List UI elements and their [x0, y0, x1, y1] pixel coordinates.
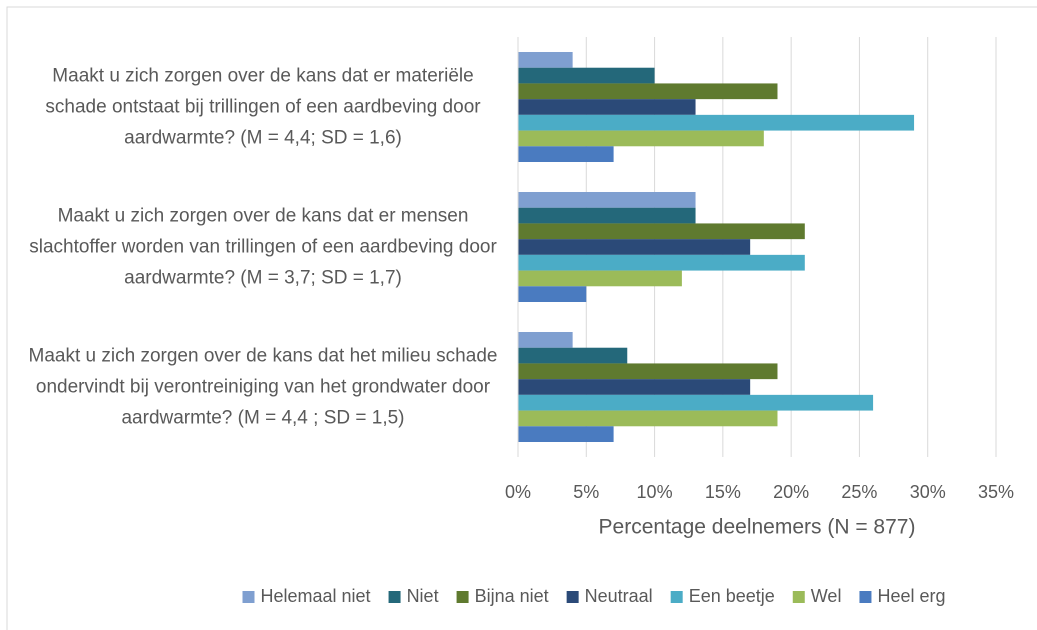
bar	[518, 192, 696, 208]
bar	[518, 332, 573, 348]
y-tick-label: Maakt u zich zorgen over de kans dat er …	[29, 205, 497, 289]
bar	[518, 363, 778, 380]
legend-label: Een beetje	[689, 586, 775, 606]
bar	[518, 347, 628, 364]
bar	[518, 223, 805, 240]
y-tick-label: Maakt u zich zorgen over de kans dat er …	[45, 65, 481, 149]
x-tick-label: 30%	[910, 482, 946, 502]
legend-swatch	[388, 591, 401, 603]
bar	[518, 114, 915, 131]
bar	[518, 67, 655, 84]
x-tick-label: 15%	[705, 482, 741, 502]
legend-swatch	[566, 591, 579, 603]
bar	[518, 394, 874, 411]
bar	[518, 270, 682, 287]
x-tick-label: 0%	[505, 482, 531, 502]
bar	[518, 130, 764, 147]
bar	[518, 207, 696, 224]
legend-label: Bijna niet	[475, 586, 549, 606]
chart-border	[6, 6, 1037, 630]
bar	[518, 146, 614, 162]
legend-label: Helemaal niet	[261, 586, 371, 606]
x-tick-label: 20%	[773, 482, 809, 502]
bar	[518, 99, 696, 115]
x-tick-label: 10%	[637, 482, 673, 502]
bar	[518, 254, 805, 271]
bar	[518, 426, 614, 442]
legend-swatch	[792, 591, 805, 603]
legend-swatch	[859, 591, 872, 603]
bar	[518, 286, 587, 302]
x-tick-label: 25%	[841, 482, 877, 502]
bar	[518, 239, 751, 255]
x-tick-label: 5%	[573, 482, 599, 502]
legend-swatch	[670, 591, 683, 603]
legend-swatch	[242, 591, 255, 603]
bar	[518, 379, 751, 395]
bar	[518, 52, 573, 68]
legend-label: Heel erg	[877, 586, 945, 606]
legend-swatch	[456, 591, 469, 603]
y-tick-label: Maakt u zich zorgen over de kans dat het…	[28, 345, 498, 429]
legend-label: Wel	[811, 586, 842, 606]
bar	[518, 410, 778, 427]
legend-label: Niet	[407, 586, 439, 606]
x-axis-title: Percentage deelnemers (N = 877)	[599, 516, 916, 539]
legend-label: Neutraal	[585, 586, 653, 606]
bar	[518, 83, 778, 100]
x-tick-label: 35%	[978, 482, 1014, 502]
